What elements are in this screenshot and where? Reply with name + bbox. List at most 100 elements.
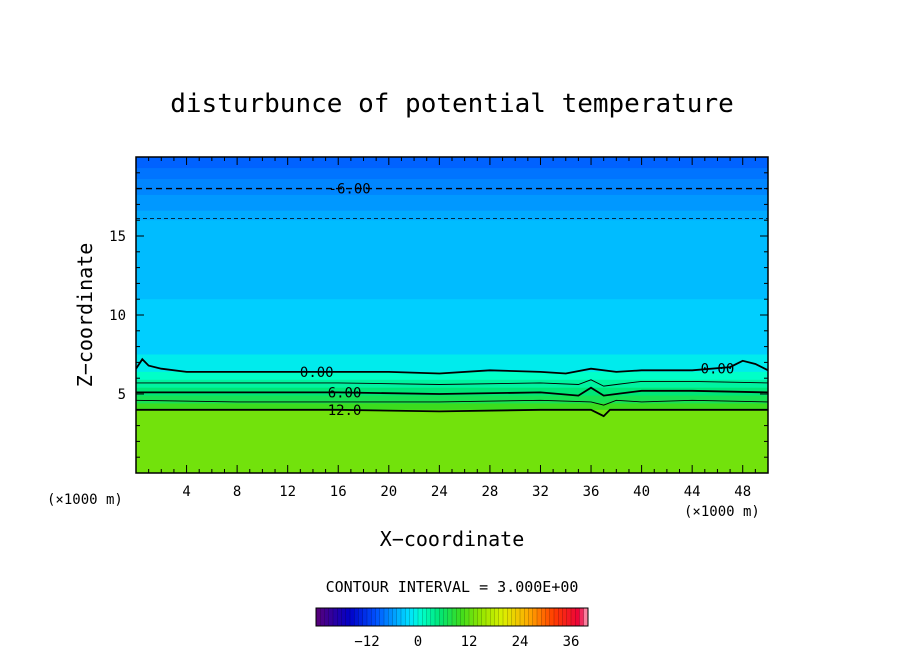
y-tick-labels: 5 10 15 [109, 229, 126, 403]
colorbar-swatch [320, 608, 325, 626]
colorbar-swatch [439, 608, 444, 626]
colorbar-swatch [405, 608, 410, 626]
colorbar-tick-label: 0 [414, 634, 422, 650]
colorbar-swatch [392, 608, 398, 626]
color-band [136, 220, 768, 300]
colorbar-swatch [413, 608, 419, 626]
y-tick-label: 10 [109, 308, 126, 324]
colorbar-swatch [350, 608, 355, 626]
colorbar-swatch [447, 608, 453, 626]
x-tick-label: 32 [532, 484, 549, 500]
colorbar-swatch [422, 608, 427, 626]
colorbar-swatch [507, 608, 512, 626]
color-band [136, 354, 768, 373]
colorbar-swatch [418, 608, 423, 626]
colorbar-swatch [566, 608, 572, 626]
colorbar-swatch [481, 608, 487, 626]
y-axis-title: Z−coordinate [73, 243, 97, 388]
y-tick-label: 5 [118, 387, 126, 403]
colorbar-swatch [324, 608, 330, 626]
color-band [136, 157, 768, 169]
x-tick-labels: 4 8 12 16 20 24 28 32 36 40 44 48 [182, 484, 751, 500]
colorbar-swatch [528, 608, 534, 626]
colorbar-swatch [579, 608, 585, 626]
chart-title: disturbunce of potential temperature [170, 89, 734, 119]
contour-line [136, 386, 768, 397]
color-band [136, 403, 768, 411]
contour-label: 0.00 [701, 362, 735, 378]
contour-line [136, 379, 768, 387]
colorbar-swatch [494, 608, 500, 626]
colorbar-swatch [477, 608, 483, 626]
contour-lines [136, 187, 768, 418]
colorbar-swatch [460, 608, 466, 626]
colorbar-swatch [532, 608, 538, 626]
x-tick-label: 8 [233, 484, 241, 500]
colorbar-swatch [443, 608, 449, 626]
colorbar-swatch [503, 608, 508, 626]
colorbar-swatch [554, 608, 559, 626]
colorbar-swatch [486, 608, 491, 626]
x-unit-label-right: (×1000 m) [684, 504, 760, 520]
colorbar-swatch [558, 608, 563, 626]
contour-interval-text: CONTOUR INTERVAL = 3.000E+00 [326, 578, 579, 596]
contour-line [136, 399, 768, 406]
contour-label: -6.00 [329, 182, 371, 198]
contour-label: 12.0 [328, 403, 362, 419]
colorbar-swatch [333, 608, 338, 626]
contour-line [136, 408, 768, 418]
colorbar-swatch [473, 608, 478, 626]
contour-label: 6.00 [328, 385, 362, 401]
x-tick-label: 28 [481, 484, 498, 500]
x-axis-title: X−coordinate [380, 527, 525, 551]
colorbar-swatch [524, 608, 529, 626]
colorbar-swatch [371, 608, 376, 626]
colorbar-swatch [430, 608, 436, 626]
colorbar-tick-labels: −12 0 12 24 36 [354, 634, 579, 650]
colorbar-tick-label: 24 [512, 634, 529, 650]
colorbar-swatch [456, 608, 461, 626]
color-band [136, 395, 768, 404]
colorbar-swatch [345, 608, 351, 626]
axis-ticks [136, 157, 768, 473]
plot-color-fill [136, 157, 768, 473]
colorbar-tick-label: 12 [461, 634, 478, 650]
colorbar-swatch [541, 608, 546, 626]
colorbar-swatch [354, 608, 359, 626]
color-band [136, 371, 768, 381]
colorbar-swatch [537, 608, 542, 626]
colorbar-swatch [464, 608, 470, 626]
colorbar-swatch [549, 608, 555, 626]
colorbar-swatch [401, 608, 406, 626]
x-unit-label-left: (×1000 m) [47, 492, 123, 508]
colorbar-swatch [316, 608, 321, 626]
color-band [136, 299, 768, 355]
colorbar-swatch [490, 608, 495, 626]
colorbar-swatch [337, 608, 342, 626]
colorbar-swatch [469, 608, 474, 626]
contour-line [136, 357, 768, 375]
colorbar-swatch [362, 608, 368, 626]
x-tick-label: 44 [684, 484, 701, 500]
colorbar-swatch [341, 608, 347, 626]
x-tick-label: 16 [330, 484, 347, 500]
colorbar-frame [315, 607, 589, 627]
colorbar-tick-label: −12 [354, 634, 379, 650]
colorbar-swatch [452, 608, 457, 626]
colorbar-swatch [358, 608, 364, 626]
colorbar-swatch [384, 608, 389, 626]
colorbar-swatch [520, 608, 525, 626]
x-tick-label: 48 [734, 484, 751, 500]
color-band [136, 409, 768, 473]
colorbar-swatch [328, 608, 334, 626]
y-tick-label: 15 [109, 229, 126, 245]
color-band [136, 168, 768, 180]
colorbar-swatch [379, 608, 385, 626]
colorbar-tick-label: 36 [563, 634, 580, 650]
colorbar-swatch [511, 608, 517, 626]
colorbar-swatch [435, 608, 440, 626]
colorbar-swatch [426, 608, 432, 626]
contour-labels: -6.00 0.00 0.00 6.00 12.0 [300, 182, 735, 419]
x-tick-label: 24 [431, 484, 448, 500]
